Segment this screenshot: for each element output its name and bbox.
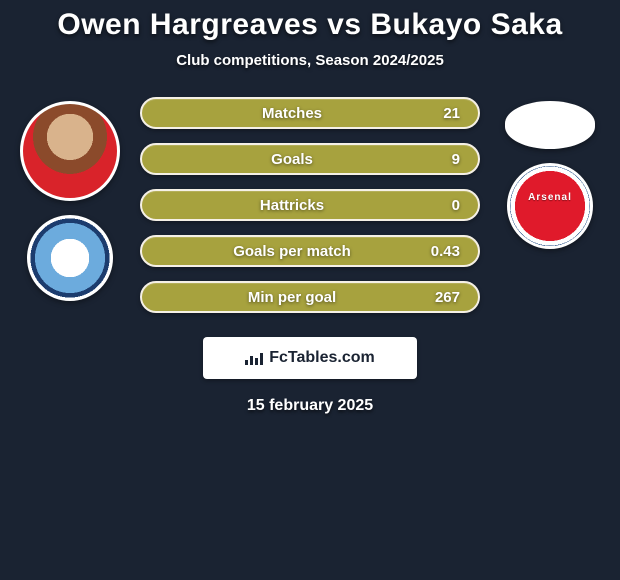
stat-label: Matches (160, 105, 424, 122)
site-logo-text: FcTables.com (269, 349, 375, 367)
page-title: Owen Hargreaves vs Bukayo Saka (0, 8, 620, 42)
club-crest-left (27, 215, 113, 301)
stat-label: Goals (160, 151, 424, 168)
player-avatar-right (505, 101, 595, 149)
subtitle: Club competitions, Season 2024/2025 (0, 52, 620, 69)
stat-value: 21 (424, 105, 460, 122)
stat-label: Min per goal (160, 289, 424, 306)
club-crest-right: Arsenal (507, 163, 593, 249)
stat-value: 0.43 (424, 243, 460, 260)
stat-value: 267 (424, 289, 460, 306)
right-column: Arsenal (498, 97, 602, 249)
stats-list: Matches 21 Goals 9 Hattricks 0 Goals per… (140, 97, 480, 313)
stat-value: 9 (424, 151, 460, 168)
chart-icon (245, 351, 263, 365)
stat-row-min-per-goal: Min per goal 267 (140, 281, 480, 313)
site-logo[interactable]: FcTables.com (203, 337, 417, 379)
stat-row-goals-per-match: Goals per match 0.43 (140, 235, 480, 267)
stat-value: 0 (424, 197, 460, 214)
footer-date: 15 february 2025 (0, 397, 620, 415)
player-avatar-left (20, 101, 120, 201)
stat-row-matches: Matches 21 (140, 97, 480, 129)
stat-row-goals: Goals 9 (140, 143, 480, 175)
stat-row-hattricks: Hattricks 0 (140, 189, 480, 221)
stat-label: Goals per match (160, 243, 424, 260)
left-column (18, 97, 122, 301)
crest-text: Arsenal (528, 192, 572, 203)
stat-label: Hattricks (160, 197, 424, 214)
main-row: Matches 21 Goals 9 Hattricks 0 Goals per… (0, 97, 620, 313)
comparison-card: Owen Hargreaves vs Bukayo Saka Club comp… (0, 0, 620, 415)
